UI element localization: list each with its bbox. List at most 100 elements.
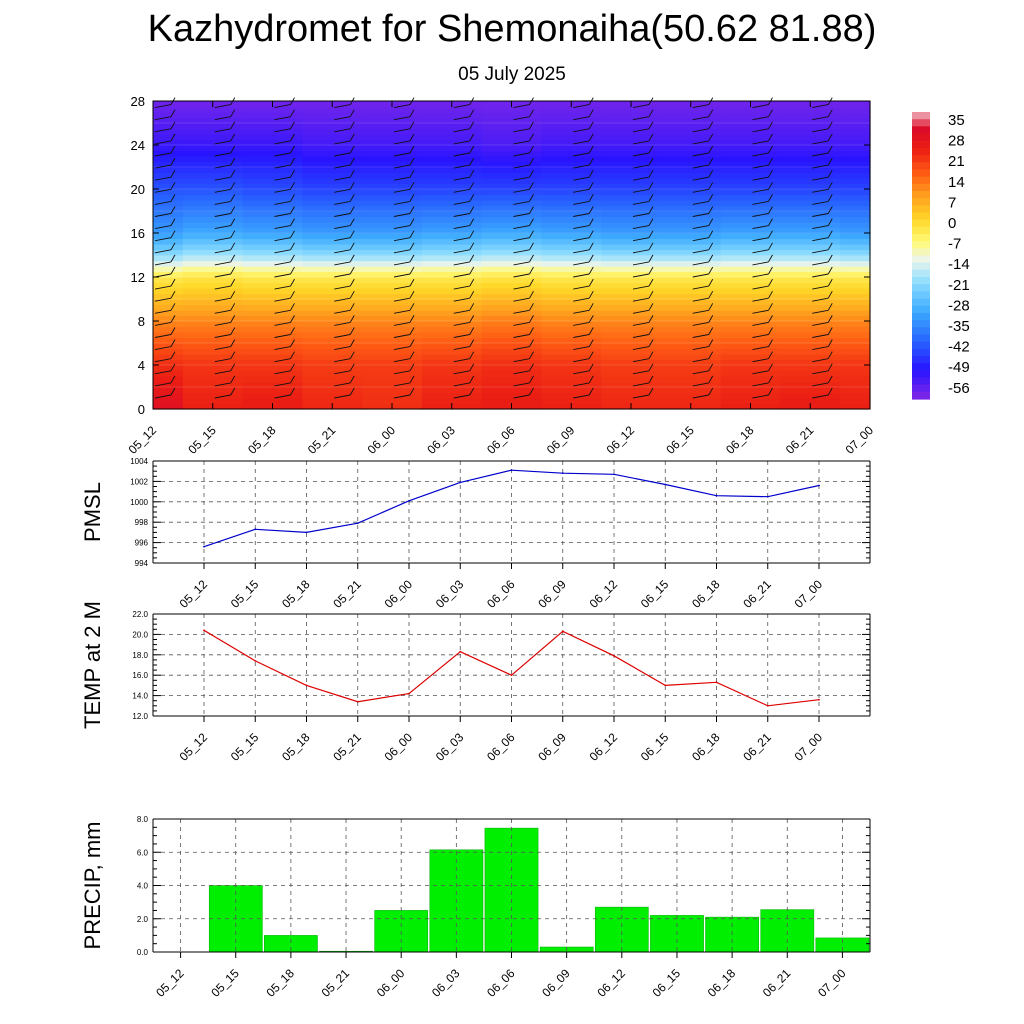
heat-cell	[153, 134, 184, 141]
heat-cell	[362, 277, 423, 284]
heat-cell	[660, 233, 722, 240]
heat-cell	[601, 128, 662, 135]
wind-barb-shaft	[812, 152, 829, 157]
wind-barb-flag	[588, 230, 594, 238]
wind-barb-flag	[230, 169, 236, 178]
heat-cell	[481, 211, 542, 218]
wind-barb-shaft	[812, 116, 829, 121]
heat-cell	[362, 282, 423, 289]
wind-barb-shaft	[573, 321, 590, 326]
y-tick-label: 1004	[130, 457, 148, 466]
wind-barb-shaft	[692, 152, 709, 157]
wind-barb-flag	[290, 363, 295, 372]
wind-barb-flag	[409, 315, 415, 323]
heat-cell	[780, 178, 841, 185]
heat-cell	[242, 337, 303, 344]
colorbar-segment	[912, 219, 930, 228]
heat-cell	[153, 145, 184, 152]
wind-barb-flag	[290, 182, 295, 190]
heat-cell	[840, 117, 871, 124]
x-tick-label: 07_00	[843, 423, 877, 457]
wind-barb-flag	[349, 230, 355, 238]
heat-cell	[302, 145, 363, 152]
heat-cell	[481, 189, 542, 196]
wind-barb-flag	[827, 182, 833, 190]
wind-barb-flag	[768, 218, 773, 226]
wind-barb-flag	[349, 206, 355, 214]
heat-cell	[242, 227, 303, 234]
wind-barb-flag	[827, 109, 833, 117]
heat-cell	[601, 112, 662, 119]
heat-cell	[541, 282, 602, 289]
wind-barb-shaft	[752, 237, 769, 242]
heat-cell	[601, 398, 662, 405]
heat-cell	[362, 189, 423, 196]
colorbar: 35 28 21 14 7 0 -7 -14 -21 -28 -35 -42 -49 -56	[912, 112, 970, 400]
heat-cell	[660, 200, 722, 207]
wind-barb-flag	[708, 157, 714, 166]
wind-barb-shaft	[274, 261, 291, 266]
wind-barb-flag	[469, 121, 475, 130]
series-point	[203, 545, 205, 548]
heat-cell	[362, 112, 423, 119]
heat-cell	[362, 332, 423, 339]
colorbar-segment	[912, 370, 930, 379]
heat-cell	[242, 365, 303, 372]
heat-cell	[481, 222, 542, 229]
heat-cell	[840, 205, 871, 212]
heat-cell	[601, 183, 662, 190]
heat-cell	[302, 332, 363, 339]
x-tick-label: 07_00	[815, 966, 849, 1000]
heat-cell	[780, 167, 841, 174]
heat-cell	[840, 337, 871, 344]
y-tick-label: 0.0	[137, 948, 149, 957]
wind-barb-flag	[588, 315, 594, 323]
heat-cell	[182, 266, 244, 273]
heat-cell	[780, 381, 841, 388]
heat-cell	[481, 293, 542, 300]
wind-barb-flag	[529, 109, 534, 117]
heat-cell	[720, 183, 781, 190]
wind-barb-flag	[648, 109, 654, 117]
heat-cell	[421, 183, 483, 190]
wind-barb-shaft	[334, 382, 351, 387]
heat-cell	[780, 128, 841, 135]
heat-cell	[302, 200, 363, 207]
temp2m-panel: 12.0 14.0 16.0 18.0 20.0 22.0 05_12 05_15 05_18 0…	[80, 601, 871, 764]
wind-barb-shaft	[214, 309, 231, 314]
heat-cell	[780, 238, 841, 245]
colorbar-label: -42	[948, 339, 970, 356]
wind-barb-flag	[290, 351, 295, 359]
wind-barb-flag	[827, 169, 833, 178]
heat-cell	[182, 134, 244, 141]
heat-cell	[601, 200, 662, 207]
wind-barb-shaft	[214, 213, 231, 217]
heat-cell	[660, 112, 722, 119]
heat-cell	[541, 293, 602, 300]
heat-cell	[840, 161, 871, 168]
wind-barb-shaft	[393, 140, 411, 145]
wind-barb-shaft	[752, 358, 769, 363]
heat-cell	[153, 310, 184, 317]
heat-cell	[182, 211, 244, 218]
heat-cell	[840, 200, 871, 207]
wind-barb-flag	[170, 230, 176, 238]
wind-barb-flag	[290, 206, 295, 214]
wind-barb-shaft	[752, 309, 769, 314]
y-tick-label: 0	[138, 402, 145, 417]
heat-cell	[421, 205, 483, 212]
wind-barb-flag	[170, 182, 176, 190]
wind-barb-flag	[469, 254, 475, 263]
heat-cell	[601, 387, 662, 394]
heat-cell	[421, 255, 483, 262]
heat-cell	[182, 277, 244, 284]
heat-cell	[601, 348, 662, 355]
wind-barb-flag	[588, 351, 594, 359]
wind-barb-flag	[170, 242, 176, 251]
heat-cell	[660, 205, 722, 212]
wind-barb-flag	[588, 290, 594, 299]
wind-barb-flag	[768, 375, 773, 384]
x-tick-label: 05_21	[305, 423, 339, 457]
heat-cell	[302, 194, 363, 201]
wind-barb-shaft	[692, 297, 709, 302]
